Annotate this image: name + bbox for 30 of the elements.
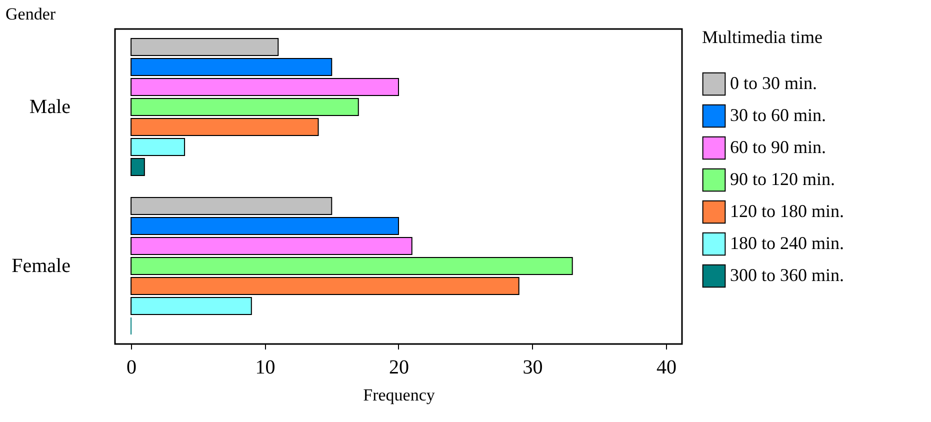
bar [130,277,520,296]
bar [130,38,279,56]
x-tick-label: 30 [522,356,543,378]
x-tick-label: 10 [255,356,276,378]
legend-label: 120 to 180 min. [730,201,844,221]
bar [130,217,399,236]
bar [130,297,252,316]
bar [130,237,412,256]
legend-title: Multimedia time [702,27,822,47]
legend-label: 300 to 360 min. [730,265,844,285]
legend-label: 0 to 30 min. [730,73,818,93]
y-tick-label: Female [12,255,71,278]
x-tick-label: 20 [389,356,409,378]
y-tick-label: Male [29,96,71,118]
bar [130,58,332,76]
x-tick-label: 0 [126,356,137,378]
bar [130,118,319,136]
x-axis-title: Frequency [363,386,436,404]
bar [130,197,332,216]
y-axis-title: Gender [6,4,56,24]
bar [130,257,573,276]
bar [130,98,359,116]
bar [130,158,145,176]
legend-label: 60 to 90 min. [730,137,826,157]
legend-label: 90 to 120 min. [730,169,836,189]
bar [130,138,186,156]
legend-label: 180 to 240 min. [730,233,844,253]
bar [130,78,399,96]
x-tick-label: 40 [656,356,676,378]
legend-label: 30 to 60 min. [730,105,826,125]
